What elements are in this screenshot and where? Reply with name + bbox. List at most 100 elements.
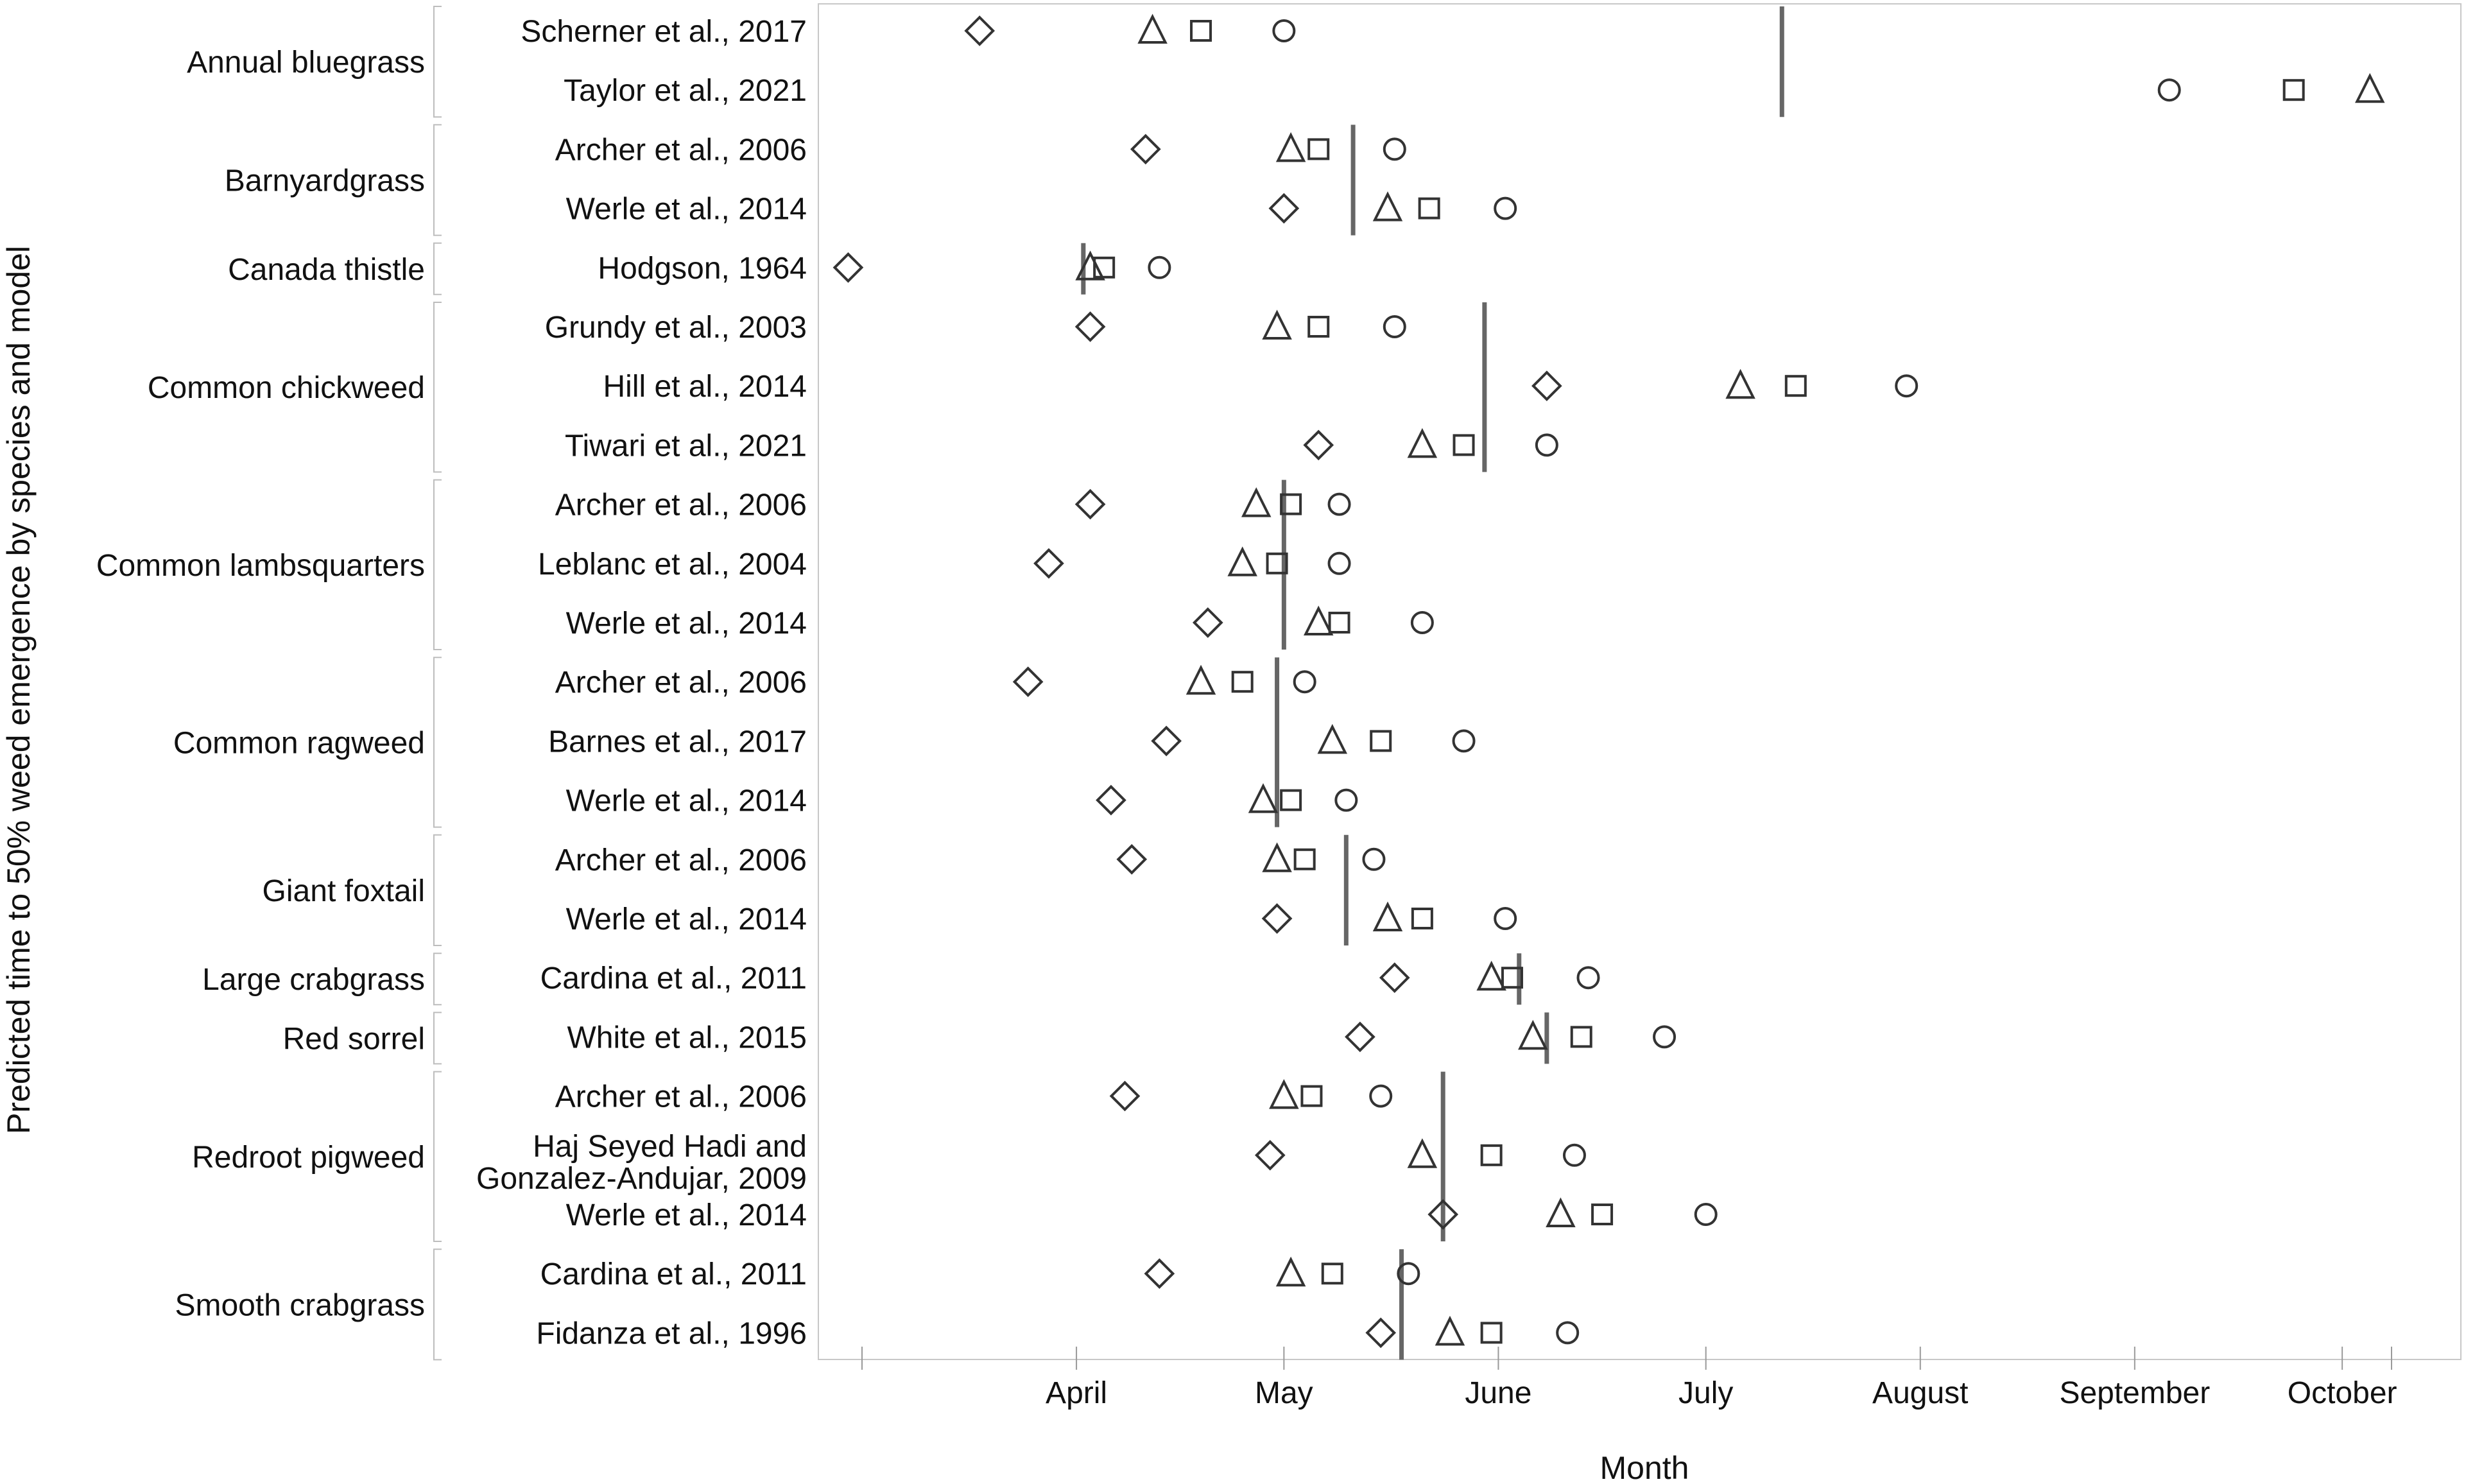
median-lines: [1081, 6, 1784, 1360]
square-marker: [1093, 256, 1116, 279]
group-bracket: [433, 302, 442, 473]
square-marker: [1591, 1204, 1614, 1225]
group-bracket: [433, 242, 442, 295]
row-label: Cardina et al., 2011: [540, 1257, 807, 1291]
group-label: Common chickweed: [148, 371, 425, 405]
row-label: Archer et al., 2006: [555, 666, 807, 700]
circle-marker: [1895, 374, 1918, 398]
triangle-marker: [1241, 487, 1272, 517]
triangle-marker: [1372, 901, 1403, 931]
circle-marker: [1562, 1143, 1586, 1167]
row-label: Haj Seyed Hadi and: [533, 1130, 807, 1164]
row-label: White et al., 2015: [567, 1021, 807, 1055]
group-bracket: [433, 657, 442, 828]
row-label: Tiwari et al., 2021: [565, 429, 807, 463]
diamond-marker: [1345, 1021, 1375, 1053]
row-label: Werle et al., 2014: [566, 784, 807, 818]
x-tick-label: August: [1872, 1376, 1968, 1410]
triangle-marker: [1518, 1019, 1548, 1050]
group-label: Red sorrel: [283, 1022, 425, 1056]
group-label: Large crabgrass: [202, 963, 425, 997]
circle-marker: [1272, 19, 1296, 42]
group-label: Canada thistle: [228, 253, 425, 287]
circle-marker: [1397, 1262, 1420, 1286]
row-label: Archer et al., 2006: [555, 843, 807, 877]
square-marker: [1784, 375, 1807, 397]
row-label: Hill et al., 2014: [603, 370, 807, 404]
circle-marker: [1410, 611, 1434, 634]
circle-marker: [1383, 315, 1406, 338]
diamond-marker: [1074, 488, 1106, 520]
diamond-marker: [1116, 843, 1148, 875]
diamond-marker: [1074, 311, 1106, 342]
row-label: Cardina et al., 2011: [540, 962, 807, 996]
row-label: Fidanza et al., 1996: [536, 1316, 807, 1350]
circle-marker: [1452, 729, 1476, 753]
circle-marker: [1494, 196, 1517, 220]
diamond-marker: [1379, 962, 1410, 994]
diamond-marker: [1109, 1080, 1141, 1112]
circle-marker: [1535, 433, 1558, 457]
diamond-marker: [1151, 725, 1182, 757]
triangle-marker: [1075, 250, 1105, 280]
row-label: Scherner et al., 2017: [521, 15, 807, 49]
square-marker: [1480, 1144, 1503, 1166]
row-label: Werle et al., 2014: [566, 902, 807, 936]
circle-marker: [1148, 255, 1171, 279]
row-label: Archer et al., 2006: [555, 133, 807, 167]
group-bracket: [433, 1012, 442, 1065]
square-marker: [1293, 848, 1316, 870]
row-label: Werle et al., 2014: [566, 193, 807, 227]
group-bracket: [433, 1248, 442, 1361]
triangle-marker: [1407, 427, 1438, 458]
square-marker: [1480, 1322, 1503, 1344]
row-label: Barnes et al., 2017: [548, 725, 807, 759]
square-marker: [1418, 197, 1440, 220]
triangle-marker: [1546, 1197, 1576, 1227]
group-label: Barnyardgrass: [225, 164, 425, 198]
diamond-marker: [1096, 784, 1126, 816]
square-marker: [1300, 1085, 1323, 1107]
square-marker: [1280, 789, 1302, 811]
triangle-marker: [1269, 1079, 1299, 1109]
triangle-marker: [1725, 368, 1755, 399]
circle-marker: [1653, 1025, 1677, 1049]
triangle-marker: [1317, 723, 1348, 754]
diamond-marker: [1130, 134, 1161, 165]
triangle-marker: [1275, 132, 1306, 162]
diamond-marker: [1427, 1199, 1459, 1230]
triangle-marker: [1435, 1315, 1465, 1346]
triangle-marker: [1262, 309, 1292, 340]
group-label: Giant foxtail: [263, 874, 425, 908]
circle-marker: [1556, 1321, 1580, 1345]
plot-frame: [818, 3, 2462, 1360]
square-marker: [1307, 138, 1330, 160]
square-marker: [1411, 908, 1433, 929]
triangle-marker: [1227, 546, 1257, 576]
group-label: Smooth crabgrass: [175, 1288, 425, 1322]
triangle-marker: [2355, 73, 2385, 103]
y-axis: Scherner et al., 2017 Taylor et al., 2021…: [96, 6, 807, 1361]
square-marker: [1321, 1263, 1343, 1285]
row-label: Archer et al., 2006: [555, 488, 807, 522]
circle-marker: [1362, 847, 1386, 871]
diamond-marker: [1254, 1139, 1286, 1171]
triangle-marker: [1262, 842, 1292, 872]
group-label: Annual bluegrass: [187, 46, 425, 80]
x-tick-label: October: [2288, 1376, 2397, 1410]
diamond-marker: [1012, 666, 1044, 698]
group-bracket: [433, 1071, 442, 1242]
square-marker: [2282, 79, 2305, 101]
square-marker: [1231, 671, 1254, 693]
triangle-marker: [1186, 664, 1216, 695]
circle-marker: [1576, 966, 1600, 990]
row-label: Werle et al., 2014: [566, 1198, 807, 1232]
diamond-marker: [964, 15, 996, 46]
diamond-marker: [832, 252, 864, 283]
triangle-marker: [1476, 960, 1506, 991]
diamond-marker: [1261, 903, 1293, 934]
circle-marker: [1383, 137, 1406, 161]
diamond-marker: [1192, 607, 1223, 638]
